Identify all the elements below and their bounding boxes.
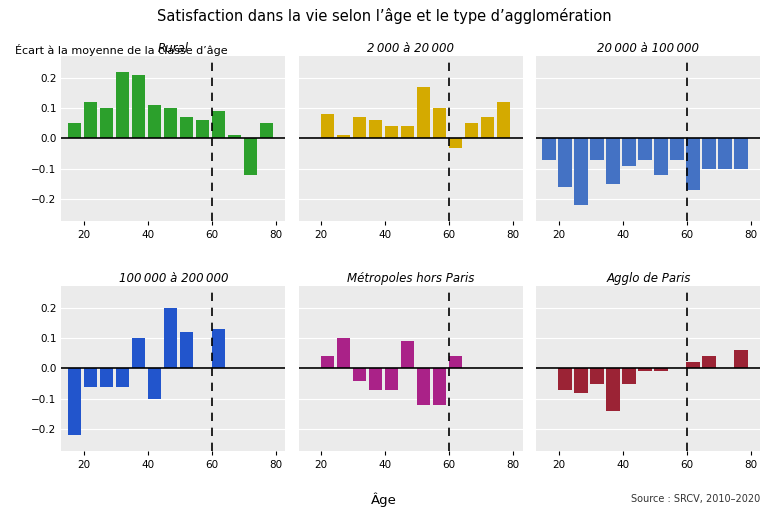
Bar <box>433 369 446 405</box>
Title: 100 000 à 200 000: 100 000 à 200 000 <box>119 272 228 285</box>
Bar <box>84 369 97 387</box>
Bar <box>687 138 700 190</box>
Bar <box>622 369 636 383</box>
Bar <box>654 138 668 175</box>
Bar <box>558 138 572 187</box>
Bar <box>718 138 732 169</box>
Bar <box>542 138 556 160</box>
Bar <box>703 356 716 369</box>
Bar <box>115 369 129 387</box>
Bar <box>638 369 652 372</box>
Bar <box>622 138 636 166</box>
Bar <box>100 369 113 387</box>
Bar <box>164 308 177 369</box>
Text: Satisfaction dans la vie selon l’âge et le type d’agglomération: Satisfaction dans la vie selon l’âge et … <box>157 8 611 24</box>
Bar <box>100 108 113 138</box>
Text: Âge: Âge <box>371 493 397 507</box>
Bar <box>465 123 478 138</box>
Title: Agglo de Paris: Agglo de Paris <box>606 272 690 285</box>
Bar <box>638 138 652 160</box>
Bar <box>687 362 700 369</box>
Bar <box>164 108 177 138</box>
Bar <box>115 72 129 138</box>
Bar <box>449 138 462 147</box>
Bar <box>449 356 462 369</box>
Bar <box>353 117 366 138</box>
Bar <box>591 369 604 383</box>
Title: 20 000 à 100 000: 20 000 à 100 000 <box>598 42 700 55</box>
Bar <box>417 369 430 405</box>
Bar <box>607 369 620 411</box>
Bar <box>68 123 81 138</box>
Bar <box>337 135 350 138</box>
Bar <box>211 111 225 138</box>
Bar <box>591 138 604 160</box>
Text: Source : SRCV, 2010–2020: Source : SRCV, 2010–2020 <box>631 494 760 504</box>
Bar <box>734 350 748 369</box>
Text: Écart à la moyenne de la classe d’âge: Écart à la moyenne de la classe d’âge <box>15 44 228 55</box>
Bar <box>211 329 225 369</box>
Bar <box>260 123 273 138</box>
Bar <box>607 138 620 184</box>
Bar <box>321 356 334 369</box>
Bar <box>147 369 161 399</box>
Bar <box>417 87 430 138</box>
Bar <box>180 117 193 138</box>
Bar <box>703 138 716 169</box>
Title: 2 000 à 20 000: 2 000 à 20 000 <box>367 42 455 55</box>
Bar <box>574 138 588 205</box>
Bar <box>558 369 572 390</box>
Bar <box>337 338 350 369</box>
Bar <box>84 102 97 138</box>
Bar <box>385 369 399 390</box>
Bar <box>131 338 145 369</box>
Bar <box>481 117 495 138</box>
Bar <box>654 369 668 372</box>
Title: Rural: Rural <box>158 42 189 55</box>
Bar <box>131 75 145 138</box>
Bar <box>401 341 415 369</box>
Bar <box>227 135 241 138</box>
Bar <box>68 369 81 435</box>
Bar <box>497 102 511 138</box>
Bar <box>574 369 588 393</box>
Bar <box>180 332 193 369</box>
Bar <box>401 126 415 138</box>
Bar <box>433 108 446 138</box>
Bar <box>147 105 161 138</box>
Bar <box>369 120 382 138</box>
Bar <box>243 138 257 175</box>
Bar <box>734 138 748 169</box>
Title: Métropoles hors Paris: Métropoles hors Paris <box>347 272 475 285</box>
Bar <box>353 369 366 380</box>
Bar <box>385 126 399 138</box>
Bar <box>196 120 209 138</box>
Bar <box>321 114 334 138</box>
Bar <box>369 369 382 390</box>
Bar <box>670 138 684 160</box>
